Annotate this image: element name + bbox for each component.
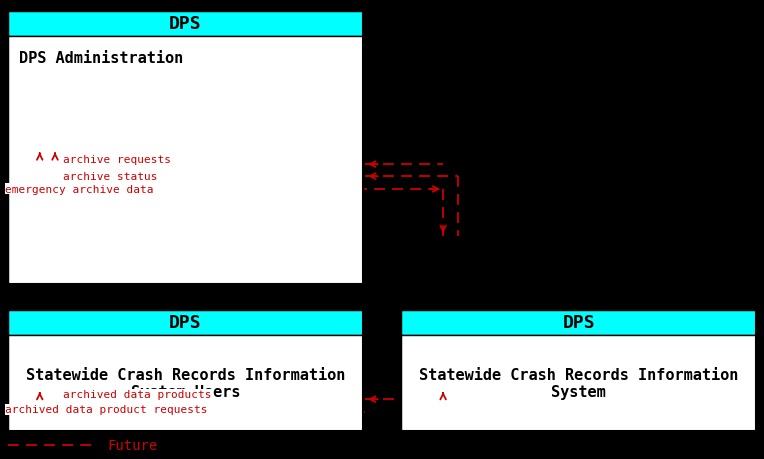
Text: Statewide Crash Records Information
System: Statewide Crash Records Information Syst… — [419, 367, 739, 399]
Text: archive requests: archive requests — [63, 155, 170, 165]
Bar — [401, 310, 756, 431]
Text: archived data product requests: archived data product requests — [5, 404, 208, 414]
Text: Statewide Crash Records Information
System Users: Statewide Crash Records Information Syst… — [25, 367, 345, 399]
Text: DPS: DPS — [169, 313, 202, 331]
Text: Future: Future — [107, 438, 157, 452]
Bar — [8, 37, 363, 285]
Text: DPS Administration: DPS Administration — [19, 50, 183, 66]
Text: emergency archive data: emergency archive data — [5, 184, 154, 194]
Text: archive status: archive status — [63, 171, 157, 181]
Bar — [8, 335, 363, 431]
Bar — [8, 11, 363, 285]
Bar — [8, 11, 363, 37]
Text: DPS: DPS — [562, 313, 595, 331]
Text: DPS: DPS — [169, 15, 202, 33]
Text: archived data products: archived data products — [63, 389, 211, 399]
Bar — [8, 310, 363, 431]
Bar — [401, 310, 756, 335]
Bar — [401, 335, 756, 431]
Bar — [8, 310, 363, 335]
